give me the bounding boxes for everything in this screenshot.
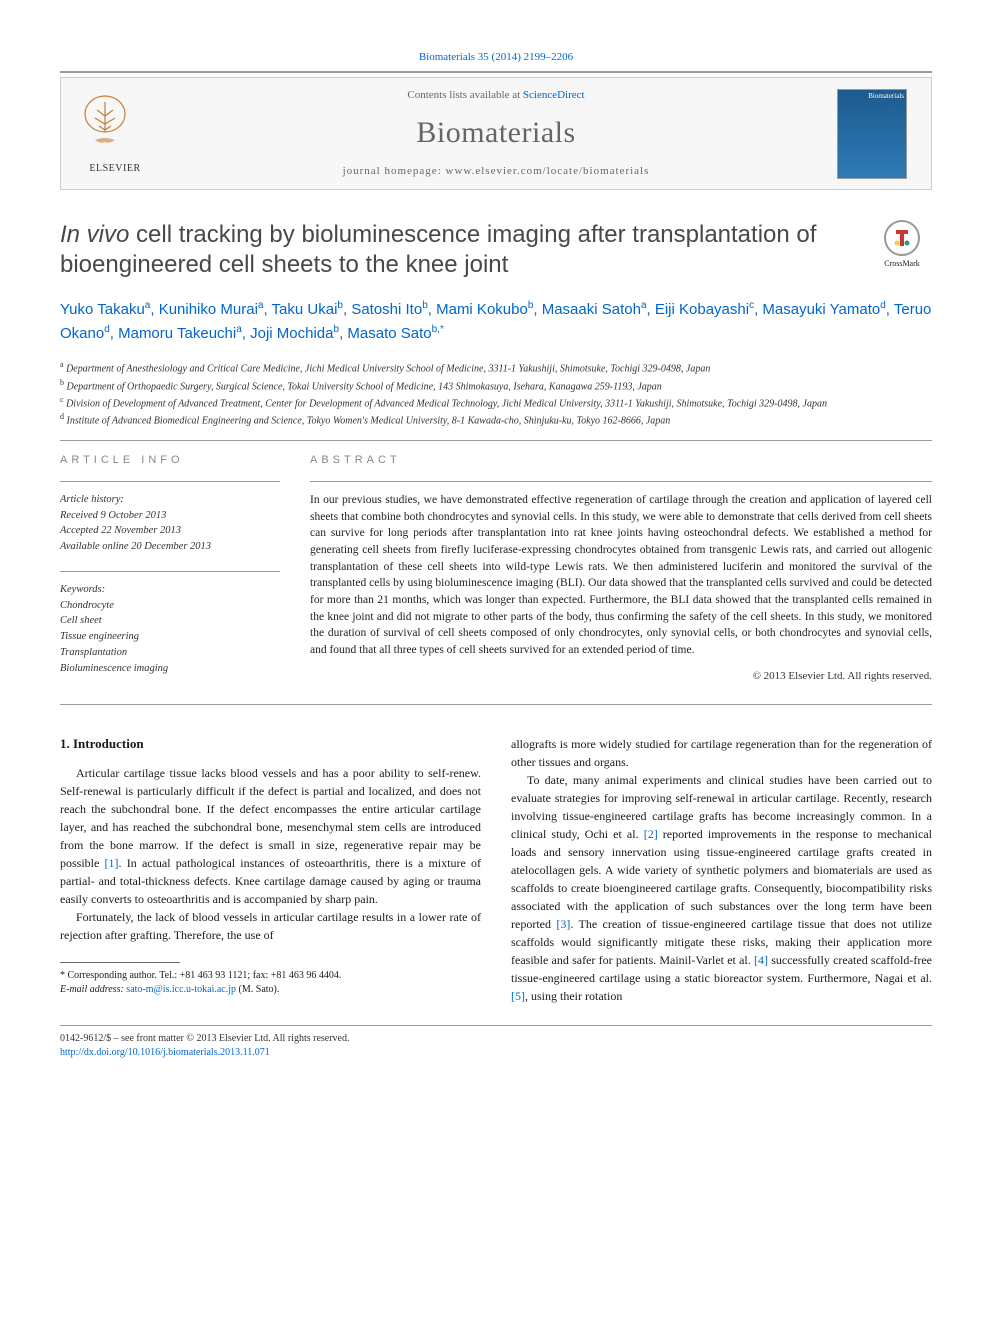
- crossmark-badge[interactable]: CrossMark: [872, 220, 932, 269]
- homepage-prefix: journal homepage:: [343, 165, 446, 177]
- page-container: Biomaterials 35 (2014) 2199–2206 ELSEVIE…: [0, 0, 992, 1100]
- intro-heading: 1. Introduction: [60, 735, 481, 753]
- ref-link-1[interactable]: [1]: [105, 856, 119, 870]
- accepted-date: Accepted 22 November 2013: [60, 523, 280, 539]
- top-rule: [60, 71, 932, 73]
- intro-p2: Fortunately, the lack of blood vessels i…: [60, 908, 481, 944]
- article-title: In vivo cell tracking by bioluminescence…: [60, 220, 872, 280]
- header-center: Contents lists available at ScienceDirec…: [155, 88, 837, 179]
- abstract-heading: ABSTRACT: [310, 453, 932, 468]
- crossmark-circle-icon: [884, 220, 920, 256]
- keywords-label: Keywords:: [60, 582, 280, 598]
- contents-prefix: Contents lists available at: [407, 89, 522, 101]
- affiliation-d: d Institute of Advanced Biomedical Engin…: [60, 411, 932, 428]
- article-info-column: ARTICLE INFO Article history: Received 9…: [60, 453, 280, 692]
- corr-author-line: * Corresponding author. Tel.: +81 463 93…: [60, 969, 481, 983]
- affiliation-c: c Division of Development of Advanced Tr…: [60, 394, 932, 411]
- article-info-heading: ARTICLE INFO: [60, 453, 280, 468]
- article-history-block: Article history: Received 9 October 2013…: [60, 492, 280, 555]
- body-text-right: allografts is more widely studied for ca…: [511, 735, 932, 1005]
- keyword-3: Transplantation: [60, 645, 280, 661]
- journal-cover-block: Biomaterials: [837, 89, 917, 179]
- sciencedirect-link[interactable]: ScienceDirect: [523, 89, 585, 101]
- elsevier-tree-icon: [75, 92, 135, 162]
- contents-available-line: Contents lists available at ScienceDirec…: [155, 88, 837, 103]
- crossmark-label: CrossMark: [884, 258, 920, 269]
- keyword-1: Cell sheet: [60, 613, 280, 629]
- abstract-column: ABSTRACT In our previous studies, we hav…: [310, 453, 932, 692]
- corr-email-line: E-mail address: sato-m@is.icc.u-tokai.ac…: [60, 983, 481, 997]
- body-text-left: Articular cartilage tissue lacks blood v…: [60, 764, 481, 944]
- email-suffix: (M. Sato).: [236, 984, 279, 995]
- footer-rule: [60, 1025, 932, 1026]
- publisher-logo-block: ELSEVIER: [75, 92, 155, 176]
- history-label: Article history:: [60, 492, 280, 508]
- title-rest: cell tracking by bioluminescence imaging…: [60, 221, 816, 278]
- intro-p3: allografts is more widely studied for ca…: [511, 735, 932, 771]
- corresponding-author-footnote: * Corresponding author. Tel.: +81 463 93…: [60, 969, 481, 997]
- info-rule-2: [60, 571, 280, 572]
- ref-link-2[interactable]: [2]: [644, 827, 658, 841]
- abstract-rule: [310, 481, 932, 482]
- available-date: Available online 20 December 2013: [60, 539, 280, 555]
- publisher-name: ELSEVIER: [75, 162, 155, 176]
- info-rule: [60, 481, 280, 482]
- title-italic: In vivo: [60, 221, 129, 248]
- keyword-0: Chondrocyte: [60, 598, 280, 614]
- journal-cover-thumbnail: Biomaterials: [837, 89, 907, 179]
- affiliations-block: a Department of Anesthesiology and Criti…: [60, 359, 932, 428]
- abstract-text: In our previous studies, we have demonst…: [310, 492, 932, 659]
- corr-email-link[interactable]: sato-m@is.icc.u-tokai.ac.jp: [126, 984, 236, 995]
- keywords-block: Keywords: Chondrocyte Cell sheet Tissue …: [60, 582, 280, 677]
- divider: [60, 440, 932, 441]
- received-date: Received 9 October 2013: [60, 508, 280, 524]
- footnote-rule: [60, 962, 180, 963]
- info-abstract-row: ARTICLE INFO Article history: Received 9…: [60, 453, 932, 692]
- title-row: In vivo cell tracking by bioluminescence…: [60, 220, 932, 280]
- journal-header-box: ELSEVIER Contents lists available at Sci…: [60, 77, 932, 190]
- intro-p4: To date, many animal experiments and cli…: [511, 771, 932, 1005]
- body-two-column: 1. Introduction Articular cartilage tiss…: [60, 735, 932, 1005]
- ref-link-4[interactable]: [4]: [754, 953, 768, 967]
- doi-link[interactable]: http://dx.doi.org/10.1016/j.biomaterials…: [60, 1047, 270, 1058]
- body-column-right: allografts is more widely studied for ca…: [511, 735, 932, 1005]
- divider-2: [60, 704, 932, 705]
- affiliation-b: b Department of Orthopaedic Surgery, Sur…: [60, 377, 932, 394]
- journal-cover-label: Biomaterials: [840, 92, 904, 102]
- homepage-url: www.elsevier.com/locate/biomaterials: [446, 165, 650, 177]
- header-citation: Biomaterials 35 (2014) 2199–2206: [60, 50, 932, 65]
- abstract-copyright: © 2013 Elsevier Ltd. All rights reserved…: [310, 669, 932, 684]
- body-column-left: 1. Introduction Articular cartilage tiss…: [60, 735, 481, 1005]
- intro-p1: Articular cartilage tissue lacks blood v…: [60, 764, 481, 908]
- keyword-4: Bioluminescence imaging: [60, 661, 280, 677]
- ref-link-5[interactable]: [5]: [511, 989, 525, 1003]
- footer-block: 0142-9612/$ – see front matter © 2013 El…: [60, 1032, 932, 1060]
- journal-name: Biomaterials: [155, 112, 837, 154]
- email-label: E-mail address:: [60, 984, 126, 995]
- author-list: Yuko Takakua, Kunihiko Muraia, Taku Ukai…: [60, 298, 932, 345]
- affiliation-a: a Department of Anesthesiology and Criti…: [60, 359, 932, 376]
- ref-link-3[interactable]: [3]: [556, 917, 570, 931]
- homepage-line: journal homepage: www.elsevier.com/locat…: [155, 164, 837, 179]
- keyword-2: Tissue engineering: [60, 629, 280, 645]
- footer-copyright: 0142-9612/$ – see front matter © 2013 El…: [60, 1032, 932, 1046]
